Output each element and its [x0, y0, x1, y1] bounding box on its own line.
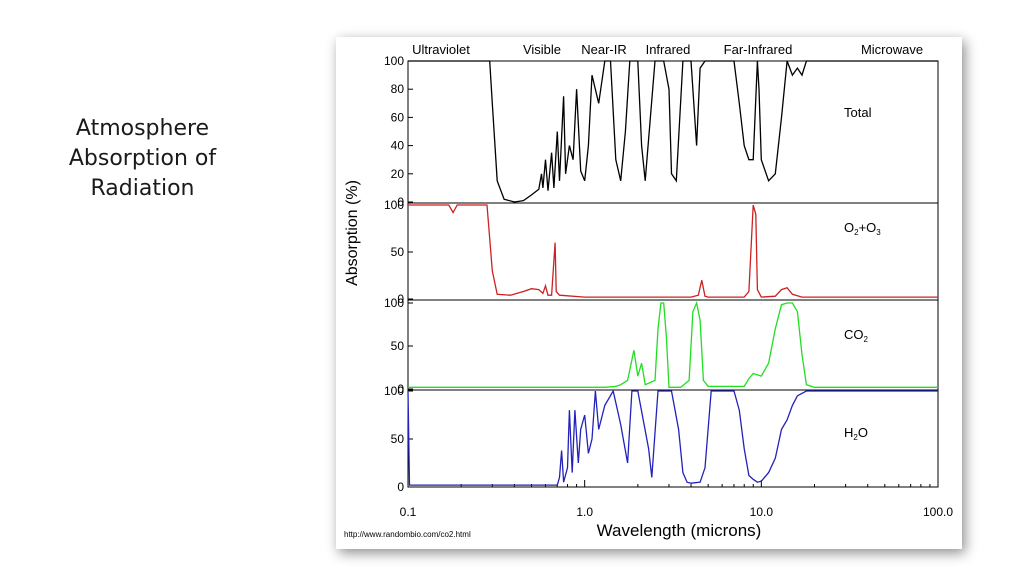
- band-label: Ultraviolet: [412, 42, 470, 57]
- slide-title-line: Atmosphere: [75, 116, 210, 141]
- series-line-total: [408, 60, 938, 203]
- series-line-h2o: [407, 389, 938, 486]
- panel-label-subscript: 2: [864, 335, 869, 344]
- panel-label: CO2: [844, 327, 869, 344]
- panel-label: O2+O3: [844, 220, 881, 237]
- y-tick-label: 50: [391, 339, 405, 353]
- panel-label-subscript: 3: [876, 228, 881, 237]
- source-note: http://www.randombio.com/co2.html: [344, 530, 471, 539]
- x-tick-label: 1.0: [576, 505, 593, 519]
- absorption-chart: Absorption (%) Wavelength (microns) http…: [344, 42, 953, 540]
- y-tick-label: 0: [397, 480, 404, 494]
- panel-label-text: CO: [844, 327, 864, 342]
- y-axis-label: Absorption (%): [344, 180, 361, 286]
- panel-label-text: +O: [859, 220, 877, 235]
- panel-label: H2O: [844, 425, 868, 442]
- series-line-o2-o3: [408, 204, 938, 298]
- panel-label-subscript: 2: [854, 228, 859, 237]
- y-tick-label: 0: [397, 292, 404, 306]
- x-tick-label: 100.0: [923, 505, 953, 519]
- slide-title: Atmosphere Absorption of Radiation: [30, 114, 255, 204]
- y-tick-label: 100: [384, 296, 404, 310]
- y-tick-label: 20: [391, 167, 405, 181]
- panel-label-subscript: 2: [853, 433, 858, 442]
- panel-label-text: O: [858, 425, 868, 440]
- panel-label-text: Total: [844, 105, 872, 120]
- y-tick-label: 50: [391, 245, 405, 259]
- y-tick-label: 100: [384, 54, 404, 68]
- band-label: Near-IR: [581, 42, 627, 57]
- band-label: Visible: [523, 42, 561, 57]
- plot-frame: [407, 60, 939, 488]
- panel-label-text: O: [844, 220, 854, 235]
- absorption-figure: Absorption (%) Wavelength (microns) http…: [336, 37, 962, 549]
- series-line-co2: [408, 300, 938, 388]
- band-label: Far-Infrared: [724, 42, 793, 57]
- y-tick-label: 0: [397, 195, 404, 209]
- slide-title-line: Absorption of: [68, 146, 217, 171]
- y-tick-label: 100: [384, 198, 404, 212]
- x-tick-label: 0.1: [400, 505, 417, 519]
- band-label: Infrared: [646, 42, 691, 57]
- y-tick-label: 50: [391, 432, 405, 446]
- x-tick-label: 10.0: [750, 505, 774, 519]
- y-tick-label: 80: [391, 82, 405, 96]
- y-tick-label: 100: [384, 384, 404, 398]
- y-tick-label: 0: [397, 382, 404, 396]
- panel-label-text: H: [844, 425, 853, 440]
- panel-label: Total: [844, 105, 872, 120]
- y-tick-label: 60: [391, 110, 405, 124]
- x-axis-label: Wavelength (microns): [597, 521, 762, 540]
- slide-title-line: Radiation: [90, 176, 195, 201]
- band-label: Microwave: [861, 42, 923, 57]
- y-tick-label: 40: [391, 139, 405, 153]
